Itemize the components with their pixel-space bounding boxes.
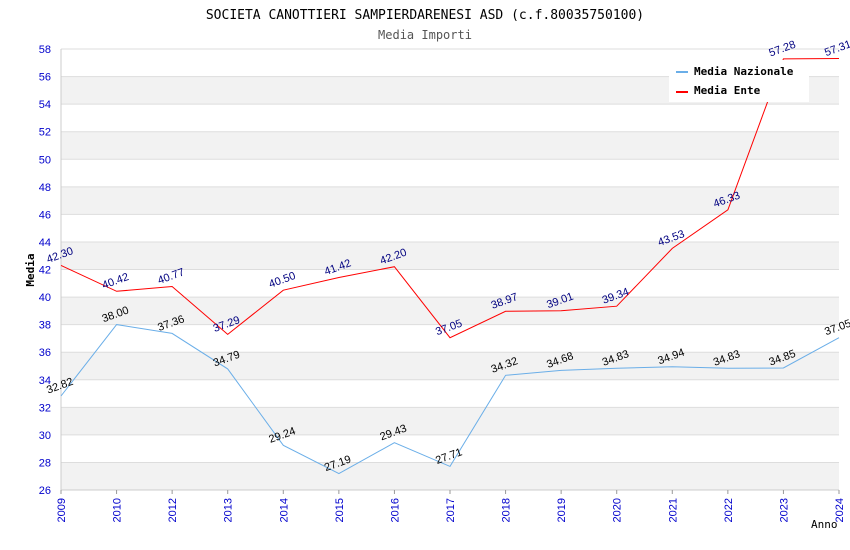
y-tick-label: 28 (39, 457, 51, 469)
x-tick-label: 2014 (278, 498, 290, 522)
x-tick-label: 2015 (334, 498, 346, 522)
grid-band (61, 434, 839, 463)
y-tick-label: 50 (39, 154, 51, 166)
x-tick-label: 2020 (612, 498, 624, 522)
y-tick-label: 42 (39, 265, 51, 277)
x-tick-label: 2010 (112, 498, 124, 522)
x-tick-label: 2016 (389, 498, 401, 522)
y-tick-label: 30 (39, 430, 51, 442)
x-axis-label: Anno (811, 518, 838, 531)
grid-band (61, 352, 839, 380)
x-tick-label: 2013 (223, 498, 235, 522)
grid-band (61, 104, 839, 132)
grid-band (61, 186, 839, 215)
grid-band (61, 214, 839, 242)
y-tick-label: 32 (39, 402, 51, 414)
y-tick-label: 36 (39, 347, 51, 359)
y-tick-label: 40 (39, 292, 51, 304)
grid-band (61, 131, 839, 160)
y-tick-label: 34 (39, 375, 51, 387)
x-tick-label: 2022 (723, 498, 735, 522)
grid-band (61, 379, 839, 408)
chart-title: SOCIETA CANOTTIERI SAMPIERDARENESI ASD (… (206, 8, 644, 23)
x-tick-label: 2012 (167, 498, 179, 522)
grid-band (61, 462, 839, 490)
x-tick-labels: 2009 2010 2012 2013 2014 2015 2016 2017 2018 2019… (56, 490, 846, 522)
y-tick-label: 44 (39, 237, 51, 249)
x-tick-label: 2009 (56, 498, 68, 522)
x-tick-label: 2017 (445, 498, 457, 522)
y-tick-label: 46 (39, 209, 51, 221)
y-axis-label: Media (24, 253, 37, 286)
chart-subtitle: Media Importi (378, 28, 472, 42)
y-tick-label: 26 (39, 485, 51, 497)
x-tick-label: 2024 (834, 498, 846, 522)
legend-box (669, 60, 809, 102)
y-tick-label: 58 (39, 44, 51, 56)
x-tick-label: 2023 (778, 498, 790, 522)
series-line-media-ente (60, 58, 840, 339)
legend-label-ente: Media Ente (694, 84, 761, 97)
series-line-media-nazionale (60, 324, 840, 475)
legend: Media Nazionale Media Ente (669, 60, 809, 102)
series-lines (60, 58, 840, 475)
y-tick-label: 52 (39, 127, 51, 139)
y-tick-label: 56 (39, 72, 51, 84)
grid-band (61, 269, 839, 298)
y-tick-labels: 26 28 30 32 34 36 38 40 42 44 46 48 50 52 54 56 58 (39, 44, 51, 497)
grid-band (61, 241, 839, 270)
gridlines (61, 48, 839, 491)
grid-bands (61, 49, 839, 490)
y-tick-label: 54 (39, 99, 51, 111)
grid-band (61, 159, 839, 187)
x-tick-label: 2019 (556, 498, 568, 522)
grid-band (61, 407, 839, 435)
legend-label-nazionale: Media Nazionale (694, 65, 794, 78)
y-tick-label: 48 (39, 182, 51, 194)
grid-band (61, 297, 839, 325)
x-tick-label: 2018 (501, 498, 513, 522)
grid-band (61, 324, 839, 353)
x-tick-label: 2021 (667, 498, 679, 522)
y-tick-label: 38 (39, 320, 51, 332)
